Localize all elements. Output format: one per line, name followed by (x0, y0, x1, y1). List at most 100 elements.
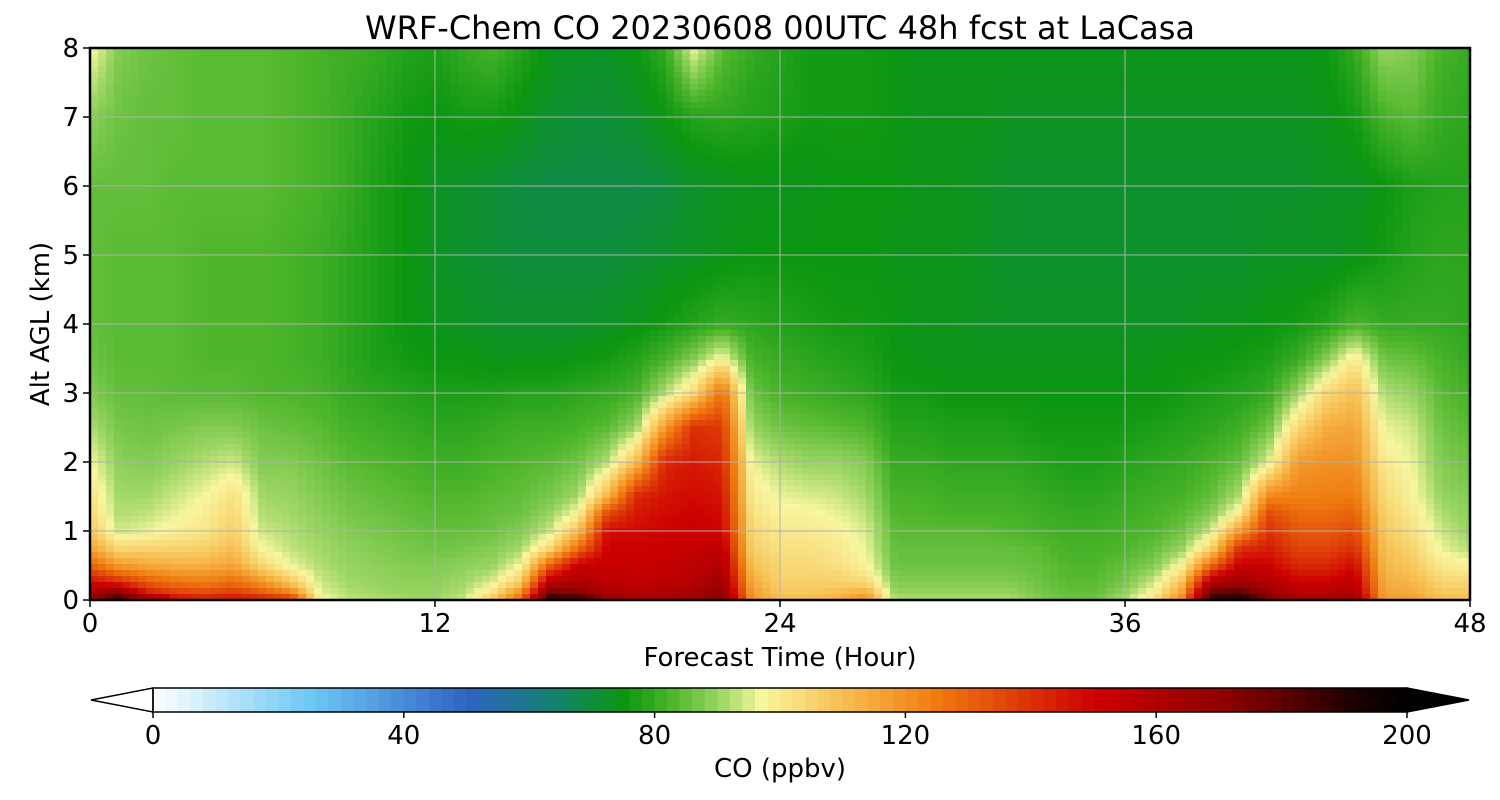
heatmap-cell (866, 168, 875, 175)
heatmap-cell (1338, 204, 1347, 211)
heatmap-cell (1410, 48, 1419, 55)
heatmap-cell (802, 138, 811, 145)
heatmap-cell (842, 168, 851, 175)
heatmap-cell (362, 150, 371, 157)
heatmap-cell (290, 168, 299, 175)
heatmap-cell (938, 198, 947, 205)
heatmap-cell (370, 84, 379, 91)
heatmap-cell (1386, 84, 1395, 91)
heatmap-cell (650, 78, 659, 85)
heatmap-cell (506, 168, 515, 175)
heatmap-cell (738, 216, 747, 223)
heatmap-cell (498, 48, 507, 55)
heatmap-cell (690, 156, 699, 163)
heatmap-cell (1042, 156, 1051, 163)
heatmap-cell (978, 60, 987, 67)
heatmap-cell (1234, 72, 1243, 79)
heatmap-cell (906, 120, 915, 127)
heatmap-cell (690, 120, 699, 127)
heatmap-cell (690, 102, 699, 109)
heatmap-cell (426, 108, 435, 115)
heatmap-cell (370, 54, 379, 61)
heatmap-cell (298, 192, 307, 199)
heatmap-cell (1330, 162, 1339, 169)
heatmap-cell (786, 48, 795, 55)
heatmap-cell (466, 72, 475, 79)
heatmap-cell (978, 126, 987, 133)
heatmap-cell (1266, 132, 1275, 139)
heatmap-cell (1010, 150, 1019, 157)
heatmap-cell (314, 198, 323, 205)
heatmap-cell (1226, 138, 1235, 145)
heatmap-cell (1138, 60, 1147, 67)
heatmap-cell (426, 78, 435, 85)
heatmap-cell (482, 138, 491, 145)
heatmap-cell (1090, 150, 1099, 157)
heatmap-cell (906, 138, 915, 145)
heatmap-cell (698, 78, 707, 85)
heatmap-cell (850, 78, 859, 85)
heatmap-cell (810, 84, 819, 91)
heatmap-cell (1226, 198, 1235, 205)
heatmap-cell (226, 162, 235, 169)
heatmap-cell (1306, 162, 1315, 169)
heatmap-cell (1130, 138, 1139, 145)
heatmap-cell (1138, 198, 1147, 205)
heatmap-cell (1442, 180, 1451, 187)
heatmap-cell (1058, 66, 1067, 73)
heatmap-cell (354, 198, 363, 205)
heatmap-cell (682, 204, 691, 211)
heatmap-cell (330, 198, 339, 205)
heatmap-cell (146, 96, 155, 103)
heatmap-cell (762, 60, 771, 67)
heatmap-cell (794, 120, 803, 127)
heatmap-cell (938, 132, 947, 139)
heatmap-cell (1010, 204, 1019, 211)
heatmap-cell (794, 210, 803, 217)
heatmap-cell (946, 174, 955, 181)
heatmap-cell (130, 156, 139, 163)
heatmap-cell (1050, 150, 1059, 157)
heatmap-cell (578, 120, 587, 127)
heatmap-cell (546, 180, 555, 187)
heatmap-cell (1098, 108, 1107, 115)
heatmap-cell (778, 138, 787, 145)
heatmap-cell (186, 216, 195, 223)
heatmap-cell (1042, 168, 1051, 175)
heatmap-cell (570, 138, 579, 145)
heatmap-cell (410, 60, 419, 67)
heatmap-cell (122, 60, 131, 67)
heatmap-cell (1274, 138, 1283, 145)
heatmap-cell (258, 150, 267, 157)
heatmap-cell (130, 72, 139, 79)
heatmap-cell (370, 96, 379, 103)
heatmap-cell (898, 66, 907, 73)
heatmap-cell (1210, 48, 1219, 55)
heatmap-cell (466, 102, 475, 109)
heatmap-cell (490, 186, 499, 193)
heatmap-cell (1234, 168, 1243, 175)
heatmap-cell (1178, 204, 1187, 211)
heatmap-cell (938, 84, 947, 91)
heatmap-cell (522, 156, 531, 163)
heatmap-cell (1082, 102, 1091, 109)
heatmap-cell (1106, 144, 1115, 151)
heatmap-cell (1410, 132, 1419, 139)
heatmap-cell (186, 132, 195, 139)
heatmap-cell (130, 60, 139, 67)
heatmap-cell (674, 210, 683, 217)
heatmap-cell (978, 162, 987, 169)
heatmap-cell (306, 96, 315, 103)
heatmap-cell (714, 162, 723, 169)
heatmap-cell (850, 168, 859, 175)
heatmap-cell (802, 162, 811, 169)
heatmap-cell (778, 72, 787, 79)
heatmap-cell (642, 108, 651, 115)
heatmap-cell (466, 144, 475, 151)
heatmap-cell (546, 192, 555, 199)
heatmap-cell (210, 60, 219, 67)
heatmap-cell (810, 204, 819, 211)
heatmap-cell (370, 108, 379, 115)
heatmap-cell (738, 192, 747, 199)
heatmap-cell (1202, 216, 1211, 223)
